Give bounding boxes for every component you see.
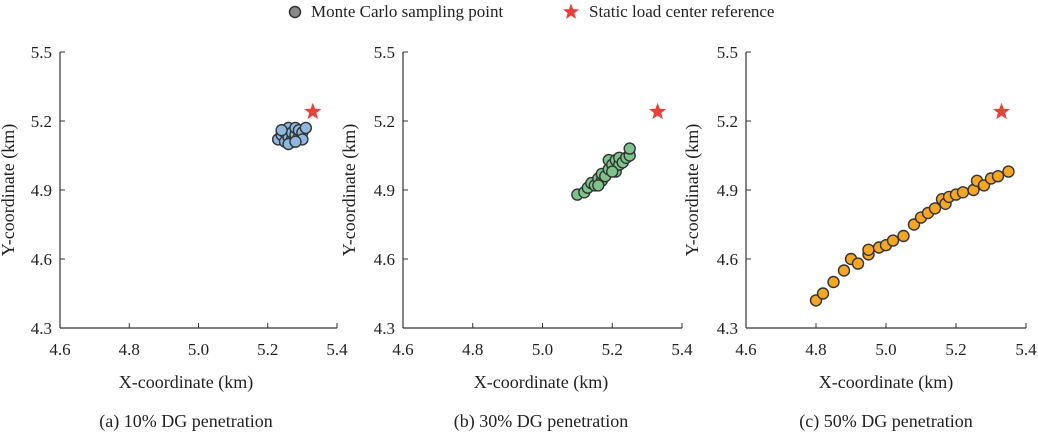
sampling-point [837,264,851,277]
sampling-point [827,275,840,289]
x-tick-label: 5.2 [945,340,966,359]
chart-panel-1: 4.6 4.8 5.0 5.2 5.4 4.3 4.6 4.9 5.2 5.5 X-coordina… [0,43,348,432]
x-tick-label: 4.8 [805,340,826,359]
y-axis-label: Y-coordinate (km) [682,124,703,256]
panel-caption: (b) 30% DG penetration [454,411,628,432]
reference-star [304,102,322,120]
y-tick-label: 4.6 [374,250,395,269]
sampling-point [299,121,313,135]
chart-panel-2: 4.6 4.8 5.0 5.2 5.4 4.3 4.6 4.9 5.2 5.5 X-coordina… [339,43,693,432]
sampling-point [816,287,830,300]
legend: Monte Carlo sampling point Static load c… [0,0,1038,26]
y-tick-label: 4.3 [717,319,738,338]
x-tick-label: 4.6 [392,340,413,359]
x-tick-label: 5.0 [188,340,209,359]
sampling-point [991,169,1005,183]
y-tick-label: 4.9 [374,181,395,200]
y-tick-label: 4.3 [31,319,52,338]
sampling-point [886,234,900,247]
y-tick-label: 5.2 [374,112,395,131]
sampling-point [289,135,302,148]
y-tick-label: 5.2 [717,112,738,131]
y-axis-label: Y-coordinate (km) [339,124,360,256]
y-tick-label: 5.5 [717,43,738,62]
x-tick-label: 5.0 [875,340,896,359]
panel-caption: (c) 50% DG penetration [799,411,972,432]
legend-sampling-label: Monte Carlo sampling point [311,2,504,21]
sampling-point [956,186,970,199]
sampling-point [275,123,288,137]
y-tick-label: 5.5 [31,43,52,62]
x-tick-label: 4.6 [735,340,756,359]
reference-star [992,102,1011,120]
x-axis-label: X-coordinate (km) [474,372,608,393]
y-tick-label: 4.3 [374,319,395,338]
sampling-point [1002,165,1015,178]
x-tick-label: 5.4 [671,340,693,359]
y-tick-label: 4.9 [717,181,738,200]
x-tick-label: 4.8 [462,340,483,359]
x-tick-label: 4.8 [119,340,140,359]
x-tick-label: 5.4 [1015,340,1037,359]
y-tick-label: 4.6 [31,250,52,269]
sampling-point [897,229,910,243]
y-tick-label: 4.6 [717,250,738,269]
legend-item-reference: Static load center reference [561,2,774,22]
x-axis-label: X-coordinate (km) [819,372,953,393]
sampling-point [862,243,875,257]
sampling-point [928,202,942,215]
legend-reference-label: Static load center reference [589,2,775,21]
sampling-point [851,257,865,270]
x-axis-label: X-coordinate (km) [119,372,253,393]
x-tick-label: 5.2 [257,340,278,359]
sampling-point [592,179,605,192]
sampling-point [606,165,619,178]
y-tick-label: 5.5 [374,43,395,62]
y-tick-label: 5.2 [31,112,52,131]
y-axis-label: Y-coordinate (km) [0,124,19,256]
sampling-point [623,142,636,155]
y-tick-label: 4.9 [31,181,52,200]
x-tick-label: 4.6 [49,340,70,359]
x-tick-label: 5.4 [326,340,348,359]
circle-marker-icon [288,5,302,19]
panel-caption: (a) 10% DG penetration [99,411,272,432]
chart-panel-3: 4.6 4.8 5.0 5.2 5.4 4.3 4.6 4.9 5.2 5.5 X-coordina… [682,43,1037,432]
x-tick-label: 5.2 [602,340,623,359]
x-tick-label: 5.0 [532,340,553,359]
reference-star [649,102,667,120]
star-marker-icon [562,3,580,19]
legend-item-sampling: Monte Carlo sampling point [287,2,503,22]
